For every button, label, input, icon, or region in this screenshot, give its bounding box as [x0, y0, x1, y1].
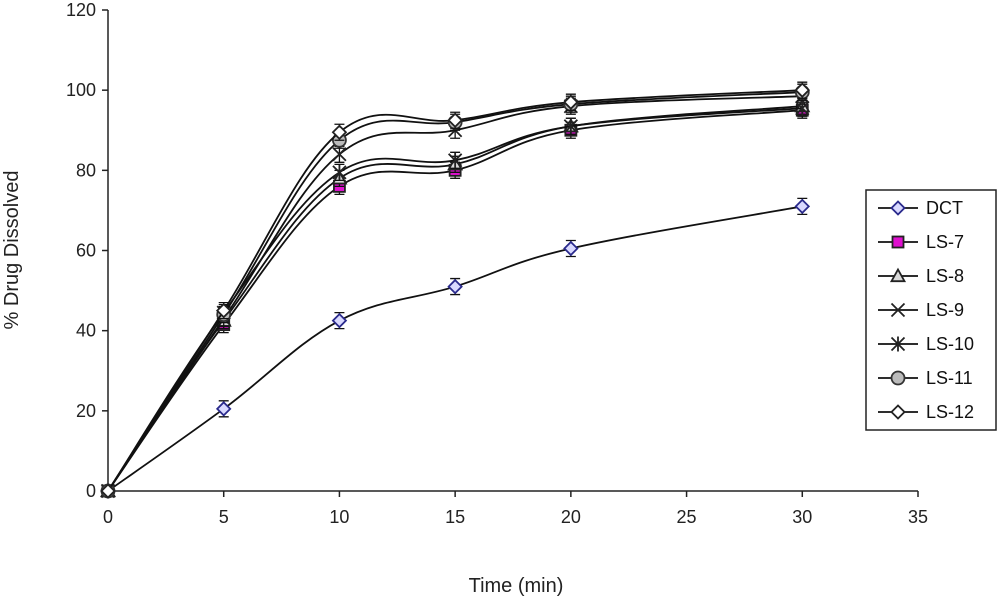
- legend-item-ls-8: LS-8: [878, 266, 964, 286]
- series-ls-12: [100, 81, 811, 499]
- x-tick-label: 10: [329, 507, 349, 527]
- data-point: [215, 302, 232, 319]
- x-tick-label: 30: [792, 507, 812, 527]
- legend-item-dct: DCT: [878, 198, 963, 218]
- legend-label: LS-9: [926, 300, 964, 320]
- data-point: [563, 94, 579, 110]
- data-point: [563, 240, 579, 257]
- data-point: [794, 198, 811, 215]
- x-tick-label: 25: [677, 507, 697, 527]
- y-tick-label: 60: [76, 241, 96, 261]
- legend: DCT LS-7 LS-8 LS-9 LS-10 LS-11 LS-12: [865, 189, 997, 431]
- series-ls-10: [100, 99, 810, 499]
- legend-label: LS-7: [926, 232, 964, 252]
- data-point: [332, 164, 347, 180]
- series-line: [107, 89, 803, 492]
- legend-label: LS-10: [926, 334, 974, 354]
- x-axis-title: Time (min): [469, 575, 564, 597]
- legend-marker: [890, 302, 906, 318]
- y-tick-label: 20: [76, 401, 96, 421]
- series-line: [107, 205, 803, 492]
- data-point: [215, 401, 232, 417]
- data-point: [448, 152, 463, 168]
- legend-item-ls-11: LS-11: [878, 368, 973, 388]
- legend-item-ls-12: LS-12: [878, 402, 974, 422]
- data-point: [563, 118, 578, 134]
- data-point: [447, 278, 463, 295]
- data-point: [794, 82, 811, 98]
- legend-label: LS-11: [926, 368, 973, 388]
- data-point: [447, 112, 463, 129]
- legend-marker: [890, 336, 906, 352]
- data-point: [100, 483, 116, 499]
- y-tick-label: 120: [66, 0, 96, 20]
- legend-label: DCT: [926, 198, 963, 218]
- data-point: [331, 312, 348, 329]
- x-tick-label: 15: [445, 507, 465, 527]
- axes: 0 20 40 60 80 100 120 0 5 10 15 20 25 30 35: [66, 0, 928, 527]
- y-tick-label: 40: [76, 321, 96, 341]
- legend-marker: [889, 267, 907, 283]
- series-layer: [99, 81, 811, 499]
- legend-marker: [890, 200, 906, 216]
- legend-marker: [891, 235, 905, 249]
- series-line: [107, 109, 803, 492]
- legend-label: LS-8: [926, 266, 964, 286]
- series-line: [107, 91, 803, 492]
- x-tick-label: 5: [219, 507, 229, 527]
- data-point: [331, 124, 348, 141]
- legend-item-ls-10: LS-10: [878, 334, 974, 354]
- legend-item-ls-7: LS-7: [878, 232, 964, 252]
- x-tick-label: 35: [908, 507, 928, 527]
- legend-item-ls-9: LS-9: [878, 300, 964, 320]
- legend-label: LS-12: [926, 402, 974, 422]
- y-tick-label: 80: [76, 160, 96, 180]
- x-tick-label: 0: [103, 507, 113, 527]
- y-tick-label: 0: [86, 481, 96, 501]
- y-axis-title: % Drug Dissolved: [1, 171, 23, 330]
- data-point: [332, 147, 347, 162]
- legend-marker: [890, 404, 906, 420]
- data-point: [795, 100, 810, 116]
- series-line: [107, 95, 803, 492]
- legend-marker: [890, 370, 906, 386]
- y-tick-label: 100: [66, 80, 96, 100]
- x-tick-label: 20: [561, 507, 581, 527]
